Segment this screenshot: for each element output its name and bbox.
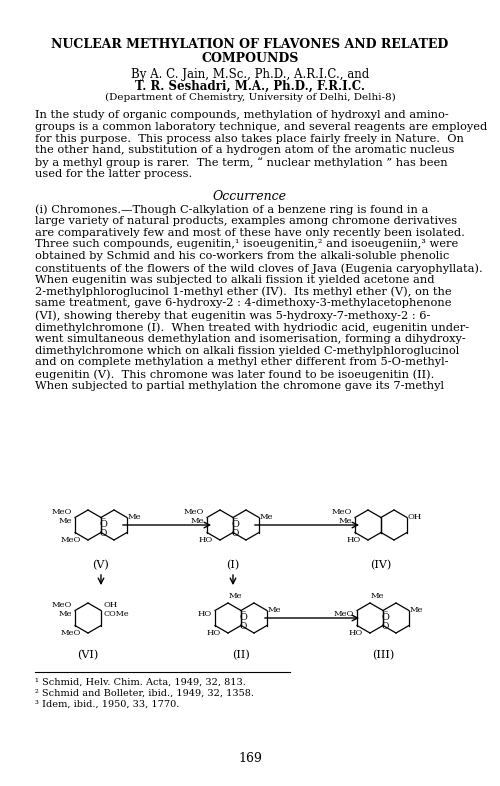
Text: ³ Idem, ibid., 1950, 33, 1770.: ³ Idem, ibid., 1950, 33, 1770. — [35, 700, 180, 709]
Text: eugenitin (V).  This chromone was later found to be isoeugenitin (II).: eugenitin (V). This chromone was later f… — [35, 369, 434, 380]
Text: MeO: MeO — [60, 629, 80, 637]
Text: HO: HO — [198, 610, 212, 618]
Text: groups is a common laboratory technique, and several reagents are employed: groups is a common laboratory technique,… — [35, 122, 487, 132]
Text: Occurrence: Occurrence — [213, 190, 287, 203]
Text: used for the latter process.: used for the latter process. — [35, 169, 192, 179]
Text: HO: HO — [348, 629, 362, 637]
Text: (II): (II) — [232, 650, 250, 660]
Text: Me: Me — [191, 517, 204, 525]
Text: MeO: MeO — [52, 509, 72, 516]
Text: by a methyl group is rarer.  The term, “ nuclear methylation ” has been: by a methyl group is rarer. The term, “ … — [35, 157, 448, 168]
Text: MeO: MeO — [332, 509, 352, 516]
Text: Me: Me — [410, 606, 423, 614]
Text: O: O — [240, 622, 246, 630]
Text: NUCLEAR METHYLATION OF FLAVONES AND RELATED: NUCLEAR METHYLATION OF FLAVONES AND RELA… — [52, 38, 448, 51]
Text: (III): (III) — [372, 650, 394, 660]
Text: Ö: Ö — [99, 520, 107, 529]
Text: OH: OH — [408, 512, 422, 521]
Text: dimethylchromone (I).  When treated with hydriodic acid, eugenitin under-: dimethylchromone (I). When treated with … — [35, 322, 469, 332]
Text: HO: HO — [198, 536, 212, 544]
Text: T. R. Seshadri, M.A., Ph.D., F.R.I.C.: T. R. Seshadri, M.A., Ph.D., F.R.I.C. — [135, 80, 365, 93]
Text: Me: Me — [339, 517, 352, 525]
Text: (I): (I) — [226, 560, 239, 571]
Text: OH: OH — [104, 601, 118, 609]
Text: When eugenitin was subjected to alkali fission it yielded acetone and: When eugenitin was subjected to alkali f… — [35, 275, 434, 285]
Text: Ö: Ö — [231, 520, 239, 529]
Text: In the study of organic compounds, methylation of hydroxyl and amino-: In the study of organic compounds, methy… — [35, 110, 449, 120]
Text: O: O — [382, 622, 388, 630]
Text: and on complete methylation a methyl ether different from 5-O-methyl-: and on complete methylation a methyl eth… — [35, 358, 448, 367]
Text: Me: Me — [59, 517, 72, 525]
Text: Ö: Ö — [239, 613, 247, 622]
Text: HO: HO — [346, 536, 360, 544]
Text: (V): (V) — [92, 560, 110, 571]
Text: 169: 169 — [238, 752, 262, 765]
Text: the other hand, substitution of a hydrogen atom of the aromatic nucleus: the other hand, substitution of a hydrog… — [35, 145, 454, 156]
Text: Me: Me — [260, 512, 273, 521]
Text: When subjected to partial methylation the chromone gave its 7-methyl: When subjected to partial methylation th… — [35, 381, 444, 391]
Text: (i) Chromones.—Though C-alkylation of a benzene ring is found in a: (i) Chromones.—Though C-alkylation of a … — [35, 204, 428, 215]
Text: ¹ Schmid, Helv. Chim. Acta, 1949, 32, 813.: ¹ Schmid, Helv. Chim. Acta, 1949, 32, 81… — [35, 678, 246, 687]
Text: (VI): (VI) — [78, 650, 98, 660]
Text: HO: HO — [206, 629, 220, 637]
Text: Me: Me — [371, 593, 384, 601]
Text: COMPOUNDS: COMPOUNDS — [202, 52, 298, 65]
Text: large variety of natural products, examples among chromone derivatives: large variety of natural products, examp… — [35, 216, 457, 226]
Text: went simultaneous demethylation and isomerisation, forming a dihydroxy-: went simultaneous demethylation and isom… — [35, 334, 466, 343]
Text: 2-methylphloroglucinol 1-methyl ether (IV).  Its methyl ether (V), on the: 2-methylphloroglucinol 1-methyl ether (I… — [35, 287, 452, 297]
Text: By A. C. Jain, M.Sc., Ph.D., A.R.I.C., and: By A. C. Jain, M.Sc., Ph.D., A.R.I.C., a… — [131, 68, 369, 81]
Text: Ö: Ö — [381, 613, 389, 622]
Text: MeO: MeO — [334, 610, 354, 618]
Text: (VI), showing thereby that eugenitin was 5-hydroxy-7-methoxy-2 : 6-: (VI), showing thereby that eugenitin was… — [35, 310, 430, 321]
Text: ² Schmid and Bolleter, ibid., 1949, 32, 1358.: ² Schmid and Bolleter, ibid., 1949, 32, … — [35, 689, 254, 698]
Text: dimethylchromone which on alkali fission yielded C-methylphloroglucinol: dimethylchromone which on alkali fission… — [35, 346, 459, 355]
Text: Me: Me — [229, 593, 242, 601]
Text: Me: Me — [268, 606, 281, 614]
Text: same treatment, gave 6-hydroxy-2 : 4-dimethoxy-3-methylacetophenone: same treatment, gave 6-hydroxy-2 : 4-dim… — [35, 299, 452, 308]
Text: obtained by Schmid and his co-workers from the alkali-soluble phenolic: obtained by Schmid and his co-workers fr… — [35, 252, 449, 261]
Text: O: O — [100, 529, 106, 538]
Text: O: O — [232, 529, 238, 538]
Text: MeO: MeO — [60, 536, 80, 544]
Text: are comparatively few and most of these have only recently been isolated.: are comparatively few and most of these … — [35, 228, 465, 237]
Text: Three such compounds, eugenitin,¹ isoeugenitin,² and isoeugeniin,³ were: Three such compounds, eugenitin,¹ isoeug… — [35, 240, 458, 249]
Text: Me: Me — [59, 610, 72, 618]
Text: (Department of Chemistry, University of Delhi, Delhi-8): (Department of Chemistry, University of … — [104, 93, 396, 102]
Text: (IV): (IV) — [370, 560, 392, 571]
Text: constituents of the flowers of the wild cloves of Java (Eugenia caryophyllata).: constituents of the flowers of the wild … — [35, 263, 483, 274]
Text: COMe: COMe — [104, 610, 130, 618]
Text: for this purpose.  This process also takes place fairly freely in Nature.  On: for this purpose. This process also take… — [35, 134, 464, 144]
Text: Me: Me — [128, 512, 141, 521]
Text: MeO: MeO — [184, 509, 204, 516]
Text: MeO: MeO — [52, 601, 72, 609]
